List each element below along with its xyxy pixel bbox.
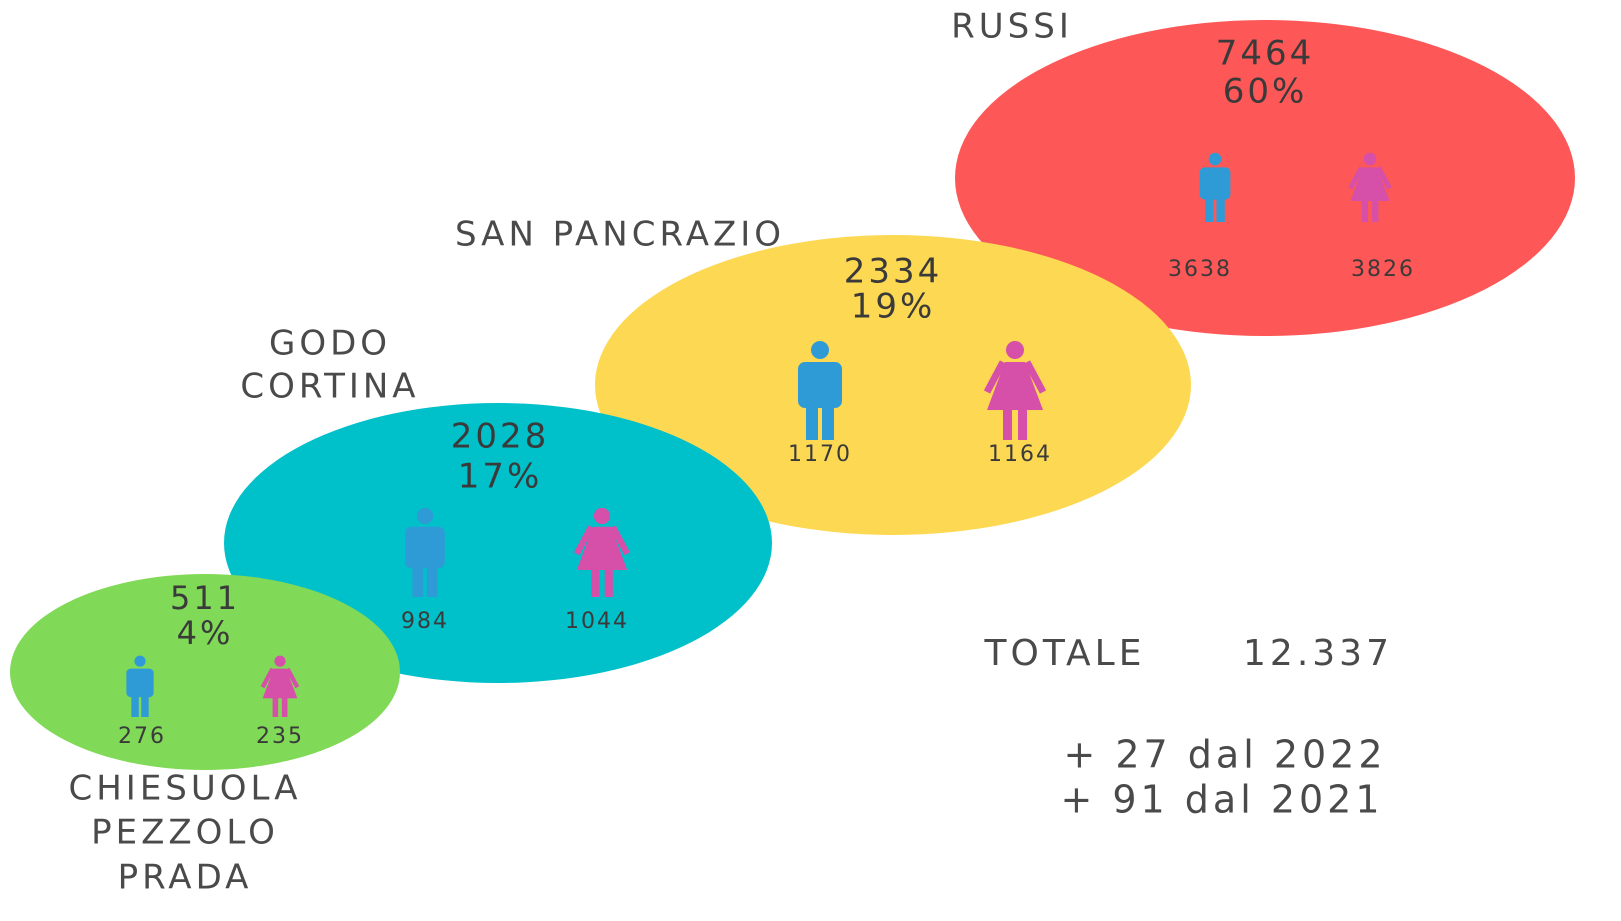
area-name: PRADA xyxy=(118,858,253,898)
area-bubble xyxy=(595,235,1191,535)
leg xyxy=(141,694,149,717)
head xyxy=(274,655,286,667)
dress xyxy=(576,526,628,570)
female-count: 1044 xyxy=(565,609,629,634)
head xyxy=(134,655,146,667)
area-bubble xyxy=(224,403,772,683)
leg xyxy=(272,697,279,717)
area-bubble xyxy=(955,20,1575,336)
area-total: 7464 xyxy=(1216,34,1315,74)
leg xyxy=(822,404,834,440)
leg xyxy=(1361,199,1368,222)
male-icon xyxy=(798,341,842,440)
female-count: 1164 xyxy=(988,442,1052,467)
area-share: 17% xyxy=(458,457,543,497)
male-count: 984 xyxy=(401,609,449,634)
area-bubble xyxy=(10,574,400,770)
leg xyxy=(1003,408,1012,440)
arms xyxy=(983,360,1047,394)
leg xyxy=(412,564,424,597)
leg xyxy=(1018,408,1027,440)
area-total: 511 xyxy=(170,579,240,617)
head xyxy=(593,507,611,525)
head xyxy=(1363,152,1377,166)
leg xyxy=(604,568,613,597)
leg xyxy=(131,694,139,717)
leg xyxy=(426,564,438,597)
female-count: 235 xyxy=(256,724,304,749)
male-count: 276 xyxy=(118,724,166,749)
male-icon xyxy=(1199,152,1231,222)
total-label: TOTALE xyxy=(984,633,1146,674)
male-count: 3638 xyxy=(1168,257,1232,282)
area-name: RUSSI xyxy=(951,7,1073,47)
area-total: 2028 xyxy=(451,417,550,457)
body xyxy=(1199,167,1231,200)
leg xyxy=(1372,199,1379,222)
male-icon xyxy=(126,655,154,717)
body xyxy=(798,362,842,408)
head xyxy=(416,507,434,525)
leg xyxy=(1216,196,1225,222)
area-name: CHIESUOLA xyxy=(68,769,301,809)
female-icon xyxy=(1348,152,1392,222)
head xyxy=(811,341,829,359)
female-icon xyxy=(260,655,300,717)
area-share: 60% xyxy=(1223,72,1308,112)
arms xyxy=(574,525,630,556)
leg xyxy=(281,697,288,717)
area-name: GODO xyxy=(269,324,391,364)
dress xyxy=(987,362,1043,410)
dress xyxy=(1350,167,1390,201)
female-icon xyxy=(983,341,1047,440)
body xyxy=(126,668,154,698)
area-share: 19% xyxy=(851,287,936,327)
dress xyxy=(262,668,298,699)
leg xyxy=(806,404,818,440)
female-count: 3826 xyxy=(1351,257,1415,282)
head xyxy=(1208,152,1222,166)
change: + 91 dal 2021 xyxy=(1060,778,1383,822)
change: + 27 dal 2022 xyxy=(1063,733,1386,777)
area-name: SAN PANCRAZIO xyxy=(455,215,785,255)
leg xyxy=(591,568,600,597)
area-total: 2334 xyxy=(844,252,943,292)
male-count: 1170 xyxy=(788,442,852,467)
body xyxy=(405,526,445,569)
female-icon xyxy=(574,507,630,597)
area-name: CORTINA xyxy=(240,367,419,407)
male-icon xyxy=(405,507,445,597)
arms xyxy=(1348,166,1392,190)
head xyxy=(1006,341,1024,359)
leg xyxy=(1205,196,1214,222)
total-value: 12.337 xyxy=(1243,633,1393,674)
arms xyxy=(260,667,300,689)
area-share: 4% xyxy=(177,614,234,652)
area-name: PEZZOLO xyxy=(91,813,279,853)
